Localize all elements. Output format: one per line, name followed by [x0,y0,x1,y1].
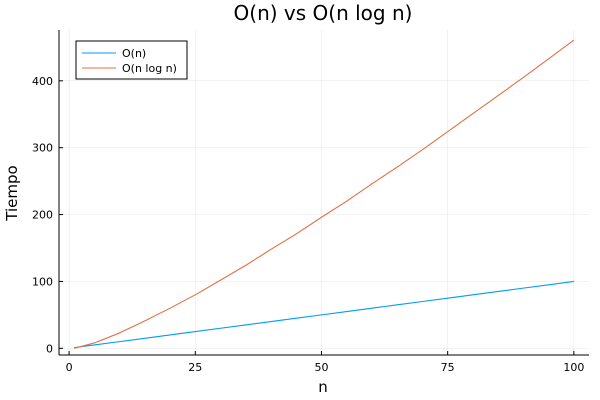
y-tick-label: 0 [46,342,53,355]
x-tick-label: 100 [563,361,584,374]
y-axis-label: Tiempo [3,165,21,221]
x-axis-label: n [318,378,328,396]
y-tick-label: 200 [32,209,53,222]
x-tick-label: 75 [441,361,455,374]
x-ticks: 0 25 50 75 100 [66,351,584,374]
x-tick-label: 50 [314,361,328,374]
legend-label-0: O(n) [122,47,146,60]
y-tick-label: 400 [32,75,53,88]
legend: O(n) O(n log n) [75,40,188,80]
legend-box [75,40,188,80]
series-layer [73,39,575,349]
chart-title: O(n) vs O(n log n) [234,1,413,25]
series-line-0 [74,280,574,349]
legend-label-1: O(n log n) [122,62,177,75]
y-tick-label: 300 [32,142,53,155]
y-tick-label: 100 [32,275,53,288]
x-tick-label: 0 [66,361,73,374]
axes [58,30,589,356]
series-line-1 [73,39,575,349]
x-tick-label: 25 [188,361,202,374]
grid [59,30,589,355]
y-ticks: 0 100 200 300 400 [32,75,63,355]
